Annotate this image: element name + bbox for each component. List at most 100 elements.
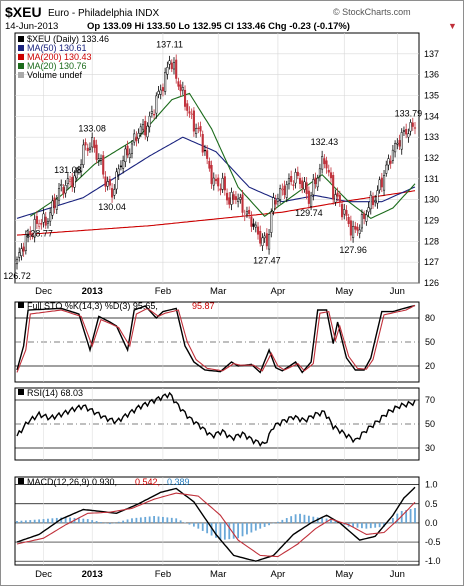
candle-body [18, 252, 21, 258]
price-y-tick: 130 [424, 195, 439, 205]
macd-hist-bar [254, 522, 257, 531]
indicator-y-tick: 0.0 [425, 518, 438, 528]
candle-body [186, 103, 189, 111]
price-candles [15, 54, 417, 270]
candle-body [49, 212, 52, 222]
price-callout: 137.11 [156, 40, 183, 50]
macd-hist-bar [219, 522, 222, 541]
candle-body [155, 95, 158, 114]
candle-body [356, 226, 359, 231]
macd-hist-bar [153, 516, 155, 523]
candle-body [27, 234, 30, 238]
macd-hist-bar [361, 522, 363, 529]
price-callout: 133.08 [78, 124, 106, 134]
candle-body [201, 134, 204, 153]
macd-hist-bar [91, 520, 94, 523]
candle-body [106, 181, 109, 187]
x-axis-label: Jun [390, 286, 405, 297]
x-axis-label: Dec [35, 569, 52, 580]
candle-body [86, 147, 89, 152]
indicator-line-k [16, 304, 416, 374]
macd-hist-bar [352, 522, 354, 528]
macd-hist-bar [391, 517, 394, 523]
candle-body [256, 226, 260, 235]
candle-body [305, 182, 308, 195]
indicator-y-tick: 50 [425, 337, 435, 347]
macd-hist-bar [307, 515, 310, 523]
price-callout: 127.96 [339, 245, 367, 255]
candle-body [166, 67, 169, 75]
indicator-y-tick: 1.0 [425, 480, 438, 490]
macd-hist-bar [100, 522, 102, 523]
candle-body [310, 195, 313, 207]
price-y-tick: 134 [424, 111, 439, 121]
price-gridlines [15, 33, 419, 284]
legend-swatch-ma200 [18, 54, 24, 60]
candle-body [283, 185, 286, 196]
legend-swatch-sto-k [18, 302, 24, 308]
macd-hist-bar [197, 522, 200, 529]
sto-lines [16, 304, 416, 374]
macd-hist-bar [184, 522, 186, 523]
candle-body [228, 197, 231, 205]
x-axis-labels-top: Dec 2013 Feb Mar Apr May Jun [35, 286, 405, 297]
candle-body [60, 184, 63, 187]
candle-body [349, 220, 352, 236]
candle-body [413, 127, 417, 129]
sto-legend-label: Full STO %K(14,3) %D(3) 95.65, [27, 301, 158, 311]
candle-body [325, 160, 328, 169]
x-axis-label: Dec [35, 286, 52, 297]
candle-body [338, 194, 341, 202]
macd-hist-bar [215, 522, 217, 538]
macd-legend-signal: 0.542, [135, 477, 160, 487]
candle-body [190, 113, 193, 115]
candle-body [276, 198, 279, 202]
candle-body [66, 178, 69, 185]
macd-hist-bar [126, 519, 129, 523]
price-y-tick: 132 [424, 153, 439, 163]
macd-hist-bar [414, 508, 416, 523]
macd-lines [16, 486, 416, 562]
legend-ma200: MA(200) 130.43 [27, 52, 92, 62]
candle-body [175, 59, 178, 79]
candle-body [217, 177, 220, 187]
candle-body [268, 234, 271, 250]
candle-body [261, 237, 264, 246]
macd-gridlines [15, 477, 419, 565]
candle-body [347, 216, 350, 224]
candle-body [402, 130, 405, 132]
candle-body [382, 175, 386, 191]
macd-hist-bar [277, 521, 279, 523]
indicator-line-d [16, 304, 416, 373]
candle-body [82, 144, 85, 165]
price-callout: 127.47 [253, 255, 281, 265]
candle-body [389, 160, 392, 164]
candle-body [40, 223, 43, 225]
macd-hist-bar [405, 509, 408, 523]
candle-body [303, 181, 306, 190]
macd-hist-bar [201, 522, 204, 531]
price-y-tick: 133 [424, 132, 439, 142]
candle-body [374, 200, 377, 203]
candle-body [259, 230, 262, 244]
indicator-line-signal [16, 492, 416, 558]
candle-body [97, 158, 100, 161]
candle-body [400, 132, 403, 150]
candle-body [57, 188, 61, 201]
rsi-legend-label: RSI(14) 68.03 [27, 388, 83, 398]
macd-hist-bar [321, 517, 324, 523]
candle-body [312, 179, 315, 196]
macd-hist-bar [139, 517, 142, 523]
sto-y-axis: 20 50 80 [425, 313, 435, 371]
x-axis-label: Mar [210, 286, 226, 297]
price-callout: 130.04 [98, 202, 126, 212]
candle-body [281, 188, 284, 191]
macd-hist-bar [241, 522, 244, 537]
legend-price: $XEU (Daily) 133.46 [27, 34, 109, 44]
macd-hist-bar [330, 519, 332, 523]
x-axis-labels-bottom: Dec 2013 Feb Mar Apr May Jun [35, 569, 405, 580]
candle-body [219, 188, 222, 191]
indicator-y-tick: 70 [425, 395, 435, 405]
indicator-y-tick: 80 [425, 313, 435, 323]
indicator-y-tick: 50 [425, 419, 435, 429]
